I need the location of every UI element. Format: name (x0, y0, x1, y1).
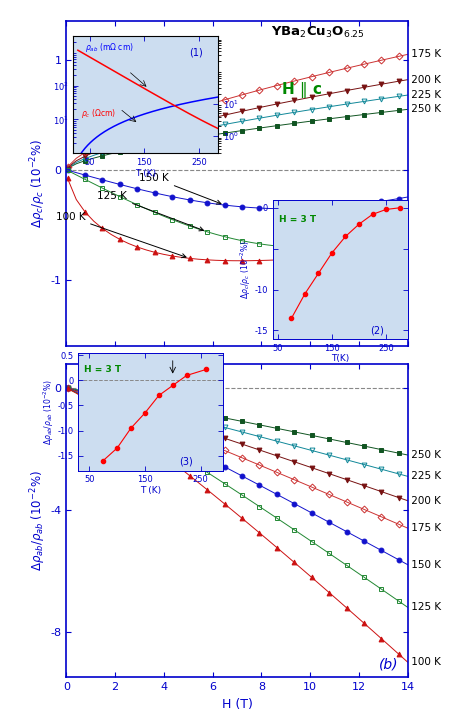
Y-axis label: $\Delta\rho_{ab}/\rho_{ab}$ $(10^{-2}\%)$: $\Delta\rho_{ab}/\rho_{ab}$ $(10^{-2}\%)… (28, 470, 47, 571)
Text: 250 K: 250 K (408, 104, 441, 114)
Text: (2): (2) (370, 325, 383, 335)
Text: (b): (b) (379, 657, 398, 671)
Text: 225 K: 225 K (408, 90, 441, 100)
Text: 150 K: 150 K (139, 173, 221, 204)
Text: (1): (1) (189, 48, 203, 58)
Text: H = 3 T: H = 3 T (279, 215, 317, 224)
Text: 225 K: 225 K (408, 471, 441, 481)
Text: 100 K: 100 K (55, 212, 186, 257)
Text: 200 K: 200 K (408, 75, 440, 85)
Text: 125 K: 125 K (97, 191, 203, 231)
X-axis label: H (T): H (T) (221, 698, 253, 711)
X-axis label: T(K): T(K) (331, 354, 349, 363)
Y-axis label: $\Delta\rho_c/\rho_c$ $(10^{-2}\%)$: $\Delta\rho_c/\rho_c$ $(10^{-2}\%)$ (238, 240, 253, 299)
Text: (3): (3) (179, 457, 193, 467)
Y-axis label: $\Delta\rho_{ab}/\rho_{ab}$ $(10^{-2}\%)$: $\Delta\rho_{ab}/\rho_{ab}$ $(10^{-2}\%)… (41, 379, 56, 445)
X-axis label: T (K): T (K) (140, 486, 161, 495)
Text: 150 K: 150 K (408, 560, 441, 570)
Y-axis label: $\Delta\rho_c/\rho_c$ $(10^{-2}\%)$: $\Delta\rho_c/\rho_c$ $(10^{-2}\%)$ (28, 139, 48, 228)
X-axis label: T (K): T (K) (135, 168, 156, 178)
Text: 200 K: 200 K (408, 496, 440, 506)
Text: (a): (a) (379, 325, 398, 339)
Text: 100 K: 100 K (408, 657, 440, 667)
Text: 250 K: 250 K (408, 450, 441, 460)
Text: 125 K: 125 K (408, 602, 441, 612)
Text: 175 K: 175 K (408, 49, 441, 59)
Text: H $\|$ c: H $\|$ c (282, 80, 322, 100)
Text: H = 3 T: H = 3 T (84, 365, 121, 374)
Text: $\rho_{ab}$ (m$\Omega$ cm): $\rho_{ab}$ (m$\Omega$ cm) (85, 41, 134, 53)
Text: 175 K: 175 K (408, 523, 441, 533)
Text: $\rho_c$ ($\Omega$cm): $\rho_c$ ($\Omega$cm) (81, 107, 116, 120)
Text: YBa$_2$Cu$_3$O$_{6.25}$: YBa$_2$Cu$_3$O$_{6.25}$ (271, 25, 365, 40)
